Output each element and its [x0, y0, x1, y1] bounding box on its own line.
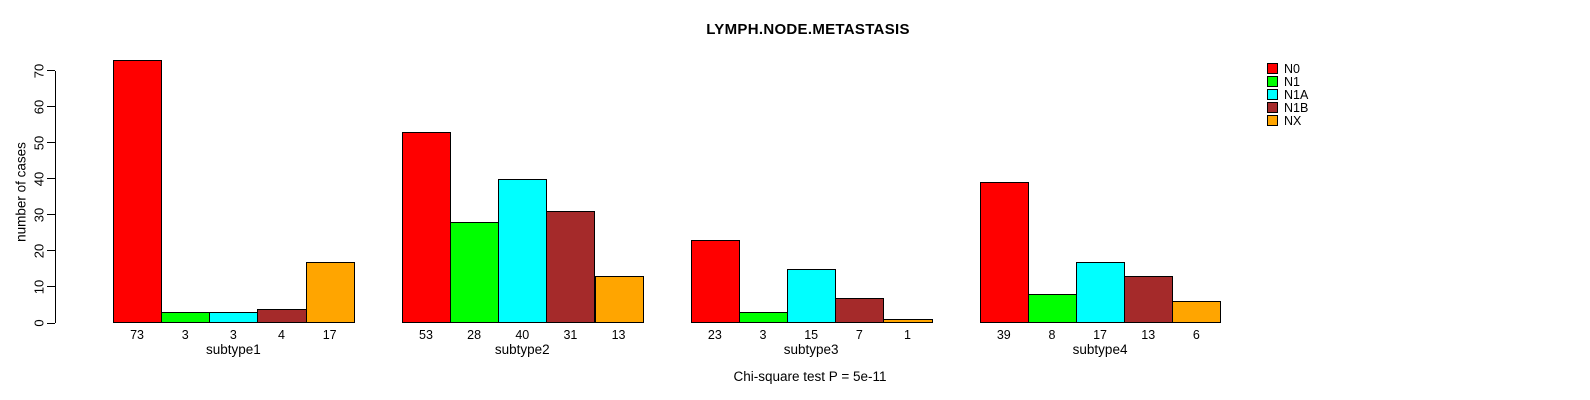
y-tick-label: 0 [31, 319, 47, 327]
y-tick-label: 70 [31, 63, 47, 78]
bar-nx-subtype3 [883, 319, 933, 323]
x-category-label: subtype1 [205, 342, 261, 357]
bar-value-label: 13 [611, 328, 626, 342]
legend-swatch-nx [1267, 115, 1278, 126]
legend-label-nx: NX [1284, 114, 1302, 128]
bar-n1b-subtype4 [1124, 276, 1174, 323]
bar-value-label: 7 [855, 328, 863, 342]
x-category-label: subtype3 [783, 342, 839, 357]
bar-value-label: 3 [229, 328, 237, 342]
bar-value-label: 73 [130, 328, 145, 342]
bar-nx-subtype2 [594, 276, 644, 323]
bar-n1a-subtype2 [498, 178, 548, 323]
bar-value-label: 31 [563, 328, 578, 342]
bar-n1a-subtype4 [1076, 261, 1126, 323]
y-tick-mark [47, 70, 55, 71]
bar-n1-subtype3 [738, 312, 789, 323]
bar-value-label: 3 [759, 328, 767, 342]
y-tick-label: 60 [31, 99, 47, 114]
bar-nx-subtype4 [1172, 301, 1222, 323]
legend-label-n1: N1 [1284, 75, 1300, 89]
bar-n1b-subtype1 [257, 308, 307, 323]
y-tick-label: 10 [31, 279, 47, 295]
bar-n1-subtype2 [450, 222, 500, 323]
bar-value-label: 39 [996, 328, 1011, 342]
chart-title: LYMPH.NODE.METASTASIS [706, 21, 910, 38]
y-tick-label: 30 [31, 207, 47, 223]
legend-label-n1b: N1B [1284, 101, 1309, 115]
y-tick-mark [47, 286, 55, 288]
bar-n0-subtype2 [401, 131, 452, 323]
legend-swatch-n1b [1267, 102, 1278, 113]
bar-value-label: 8 [1048, 328, 1056, 342]
bar-value-label: 1 [903, 328, 911, 342]
legend-label-n1a: N1A [1284, 88, 1309, 102]
bar-n1a-subtype1 [209, 312, 259, 323]
bar-value-label: 3 [181, 328, 189, 342]
bar-value-label: 53 [419, 328, 433, 342]
bar-value-label: 17 [1093, 328, 1108, 342]
bar-value-label: 17 [322, 328, 337, 342]
caption-chi-square-test: Chi-square test P = 5e-11 [733, 369, 887, 384]
y-tick-mark [47, 178, 55, 180]
y-axis-line [55, 70, 56, 323]
bar-value-label: 13 [1141, 328, 1156, 342]
bar-nx-subtype1 [305, 261, 355, 323]
bar-n0-subtype1 [113, 59, 163, 323]
bar-n1a-subtype3 [787, 268, 837, 323]
y-tick-mark [47, 214, 55, 216]
legend-swatch-n1 [1267, 76, 1278, 87]
bar-value-label: 23 [707, 328, 722, 342]
bar-n1b-subtype3 [835, 297, 885, 323]
bar-n0-subtype3 [690, 240, 740, 323]
y-tick-mark [47, 142, 55, 144]
bar-value-label: 15 [804, 328, 819, 342]
y-tick-label: 50 [31, 135, 47, 150]
bar-n1b-subtype2 [546, 211, 596, 323]
bar-value-label: 6 [1192, 328, 1200, 342]
y-tick-mark [47, 106, 55, 108]
legend-swatch-n1a [1267, 89, 1278, 100]
bar-n1-subtype1 [161, 312, 211, 323]
bar-n1-subtype4 [1027, 294, 1077, 323]
bar-value-label: 40 [515, 328, 530, 342]
bar-n0-subtype4 [979, 182, 1029, 323]
y-tick-label: 40 [31, 171, 47, 186]
y-tick-label: 20 [31, 243, 47, 259]
bar-value-label: 28 [467, 328, 482, 342]
y-tick-mark [47, 322, 55, 324]
bar-value-label: 4 [278, 328, 285, 342]
y-tick-mark [47, 250, 55, 252]
x-category-label: subtype4 [1072, 342, 1128, 357]
x-category-label: subtype2 [494, 342, 550, 357]
y-axis-label: number of cases [13, 142, 29, 242]
legend-label-n0: N0 [1284, 62, 1300, 76]
legend-swatch-n0 [1267, 63, 1278, 74]
